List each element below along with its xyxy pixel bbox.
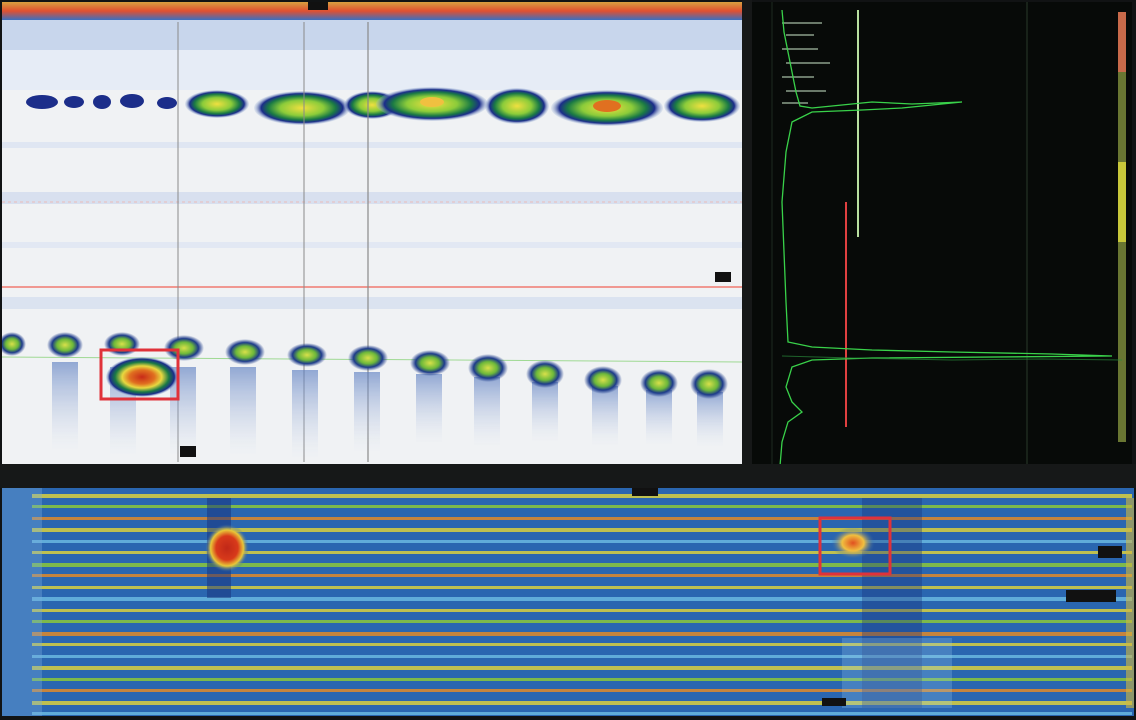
b-scan-stripe	[32, 528, 1132, 532]
a-scan-trace-area[interactable]	[752, 2, 1132, 472]
b-scan-stripe	[32, 597, 1132, 601]
marker-icon[interactable]	[1098, 546, 1122, 558]
b-scan-stripe	[32, 701, 1132, 705]
b-scan-stripe	[32, 643, 1132, 646]
b-scan-stripe	[32, 666, 1132, 670]
b-scan-stripes	[32, 494, 1132, 715]
b-scan-defect-1	[205, 524, 249, 572]
marker-icon[interactable]	[180, 446, 196, 457]
b-scan-defect-2	[831, 527, 875, 559]
defect-indicator-box[interactable]	[99, 348, 180, 401]
b-scan-stripe	[32, 678, 1132, 681]
a-scan-waveform	[779, 9, 1113, 467]
c-scan-view[interactable]	[2, 2, 742, 464]
b-scan-stripe	[32, 551, 1132, 554]
marker-icon[interactable]	[308, 2, 328, 10]
top-color-band	[2, 2, 742, 20]
b-scan-stripe	[32, 540, 1132, 543]
b-scan-stripe	[32, 689, 1132, 692]
b-scan-image[interactable]	[2, 488, 1134, 716]
a-scan-view[interactable]	[752, 2, 1132, 472]
b-scan-view[interactable]	[2, 488, 1134, 716]
b-scan-stripe	[32, 494, 1132, 498]
b-scan-stripe	[32, 712, 1132, 715]
marker-icon[interactable]	[632, 488, 658, 496]
panel-separator-horizontal	[0, 464, 1136, 488]
upper-haze	[2, 20, 742, 50]
b-scan-stripe	[32, 505, 1132, 508]
b-scan-stripe	[32, 655, 1132, 658]
b-scan-stripe	[32, 574, 1132, 577]
panel-separator	[742, 0, 752, 480]
marker-icon[interactable]	[822, 698, 846, 706]
b-scan-stripe	[32, 563, 1132, 567]
b-scan-stripe	[32, 517, 1132, 520]
marker-icon[interactable]	[715, 272, 731, 282]
b-scan-stripe	[32, 632, 1132, 636]
lower-reflector-row	[2, 332, 728, 399]
b-scan-stripe	[32, 609, 1132, 612]
b-scan-defect-box[interactable]	[818, 516, 892, 576]
readout-speckle	[782, 22, 830, 104]
b-scan-right-scale	[1126, 498, 1134, 708]
marker-icon[interactable]	[1066, 590, 1116, 602]
b-scan-stripe	[32, 620, 1132, 623]
upper-reflector-band	[26, 87, 740, 126]
c-scan-image[interactable]	[2, 2, 742, 464]
b-scan-stripe	[32, 586, 1132, 589]
